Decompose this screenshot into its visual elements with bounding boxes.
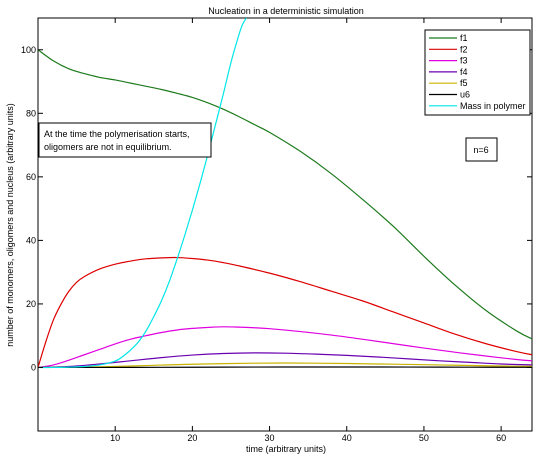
- y-tick-label: 40: [26, 235, 36, 245]
- legend-label: f2: [460, 44, 468, 54]
- x-tick-label: 50: [419, 433, 429, 443]
- series-line-f5: [38, 362, 532, 369]
- series-line-f1: [38, 49, 532, 340]
- annotation-equilibrium-box: [38, 122, 212, 158]
- annotation-n-text: n=6: [473, 145, 488, 155]
- legend-label: f5: [460, 78, 468, 88]
- annotation-equilibrium-line-1: At the time the polymerisation starts,: [44, 129, 190, 139]
- annotation-equilibrium-line-2: oligomers are not in equilibrium.: [44, 142, 172, 152]
- legend-label: f4: [460, 67, 468, 77]
- x-tick-label: 40: [342, 433, 352, 443]
- y-tick-label: 100: [21, 45, 36, 55]
- x-tick-label: 30: [265, 433, 275, 443]
- legend-label: Mass in polymer: [460, 101, 526, 111]
- annotation-n-box: [465, 137, 498, 162]
- series-line-f3: [38, 326, 532, 369]
- x-axis-label: time (arbitrary units): [246, 444, 326, 454]
- x-tick-label: 60: [496, 433, 506, 443]
- legend-label: u6: [460, 90, 470, 100]
- annotation-equilibrium: At the time the polymerisation starts, o…: [38, 122, 212, 158]
- series-line-mass-in-polymer: [38, 18, 247, 369]
- x-tick-label: 20: [187, 433, 197, 443]
- chart-title: Nucleation in a deterministic simulation: [208, 6, 364, 16]
- y-tick-label: 80: [26, 108, 36, 118]
- y-tick-label: 20: [26, 299, 36, 309]
- y-tick-label: 60: [26, 172, 36, 182]
- y-tick-label: 0: [31, 362, 36, 372]
- y-axis-label: number of monomers, oligomers and nucleu…: [5, 103, 15, 347]
- legend-label: f3: [460, 56, 468, 66]
- series-layer: [38, 18, 532, 369]
- x-tick-label: 10: [110, 433, 120, 443]
- legend-label: f1: [460, 33, 468, 43]
- series-line-f2: [38, 256, 532, 368]
- annotation-n: n=6: [465, 137, 498, 162]
- series-line-f4: [38, 352, 532, 369]
